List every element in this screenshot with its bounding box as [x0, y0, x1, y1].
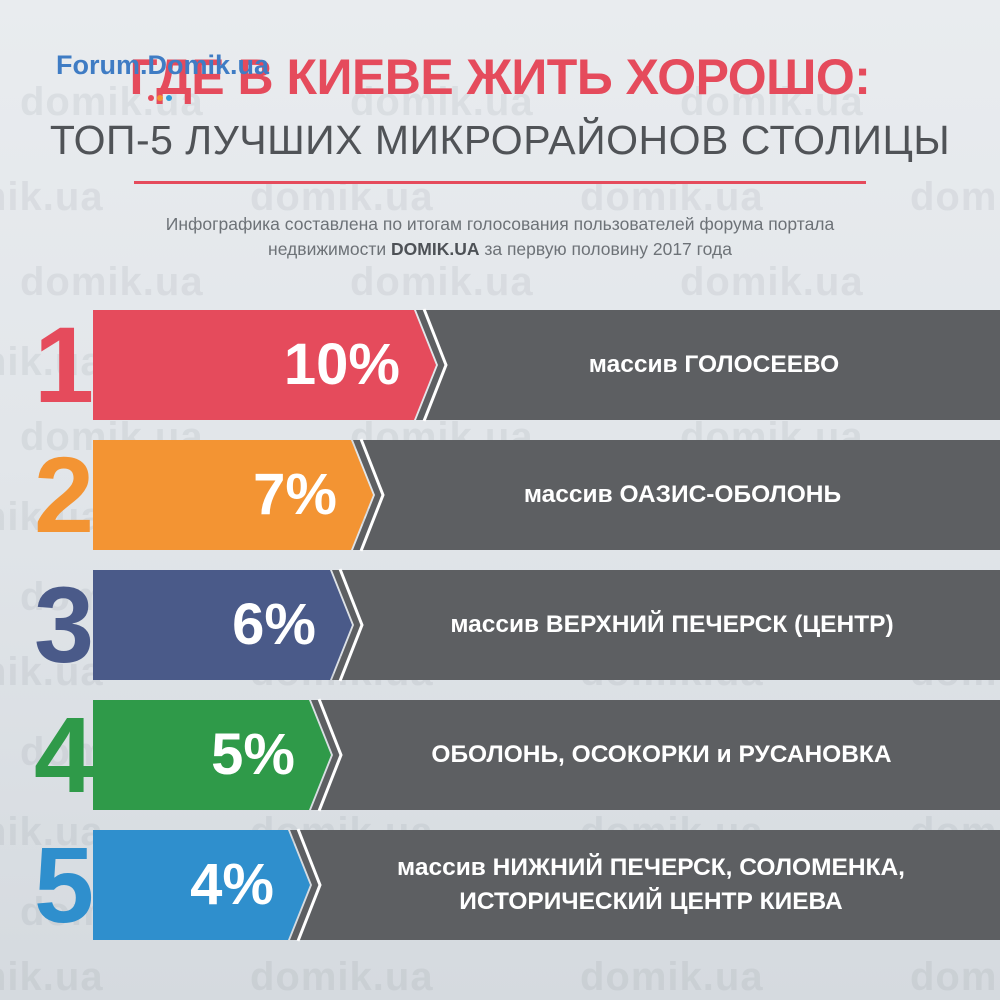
category-label-line: ИСТОРИЧЕСКИЙ ЦЕНТР КИЕВА: [459, 888, 843, 915]
label-bar: [332, 570, 1000, 680]
value-label: 10%: [283, 332, 400, 397]
note-line-1: Инфографика составлена по итогам голосов…: [165, 214, 835, 234]
note-brand: DOMIK.UA: [391, 239, 480, 259]
label-bar: [290, 830, 1000, 940]
label-bar: [416, 310, 1000, 420]
rank-number: 5: [33, 824, 95, 945]
category-label-line: ОБОЛОНЬ, ОСОКОРКИ и РУСАНОВКА: [431, 741, 892, 768]
label-bar: [311, 700, 1000, 810]
page-subtitle: ТОП-5 ЛУЧШИХ МИКРОРАЙОНОВ СТОЛИЦЫ: [49, 117, 951, 163]
page-title: ГДЕ В КИЕВЕ ЖИТЬ ХОРОШО:: [129, 49, 871, 105]
category-label: массив ГОЛОСЕЕВО: [448, 310, 980, 420]
value-bar: [93, 570, 352, 680]
category-label: массив ВЕРХНИЙ ПЕЧЕРСК (ЦЕНТР): [364, 570, 980, 680]
category-label-line: массив ВЕРХНИЙ ПЕЧЕРСК (ЦЕНТР): [450, 611, 894, 638]
bar-chevron: [317, 698, 343, 812]
source-note: Инфографика составлена по итогам голосов…: [100, 212, 900, 262]
category-label: массив ОАЗИС-ОБОЛОНЬ: [385, 440, 980, 550]
bar-chevron: [359, 438, 385, 552]
logo-dot-2: [157, 95, 163, 101]
value-label: 4%: [190, 852, 274, 917]
value-bar: [93, 440, 373, 550]
logo-dot-1: [148, 95, 154, 101]
category-label-line: массив НИЖНИЙ ПЕЧЕРСК, СОЛОМЕНКА,: [397, 854, 905, 881]
bar-chevron: [296, 828, 322, 942]
logo-dots: [148, 88, 175, 106]
category-label-line: массив ОАЗИС-ОБОЛОНЬ: [523, 481, 842, 508]
rank-number: 3: [33, 564, 95, 685]
bar-chevron: [422, 308, 448, 422]
value-label: 5%: [211, 722, 295, 787]
logo-text: Forum.Domik.ua: [56, 50, 270, 80]
forum-domik-logo[interactable]: Forum.Domik.ua: [56, 50, 269, 81]
note-line-2a: недвижимости: [268, 239, 391, 259]
category-label-line: массив ГОЛОСЕЕВО: [588, 351, 840, 378]
note-line-2b: за первую половину 2017 года: [479, 239, 732, 259]
value-label: 6%: [232, 592, 316, 657]
category-label: массив НИЖНИЙ ПЕЧЕРСК, СОЛОМЕНКА, ИСТОРИЧ…: [322, 830, 980, 940]
title-divider: [134, 181, 866, 184]
bar-chevron: [338, 568, 364, 682]
category-label: ОБОЛОНЬ, ОСОКОРКИ и РУСАНОВКА: [343, 700, 980, 810]
value-label: 7%: [253, 462, 337, 527]
value-bar: [93, 700, 331, 810]
label-bar: [353, 440, 1000, 550]
rank-number: 1: [33, 304, 95, 425]
value-bar: [93, 310, 436, 420]
rank-number: 4: [33, 694, 95, 815]
rank-number: 2: [33, 434, 95, 555]
value-bar: [93, 830, 310, 940]
logo-dot-3: [166, 95, 172, 101]
